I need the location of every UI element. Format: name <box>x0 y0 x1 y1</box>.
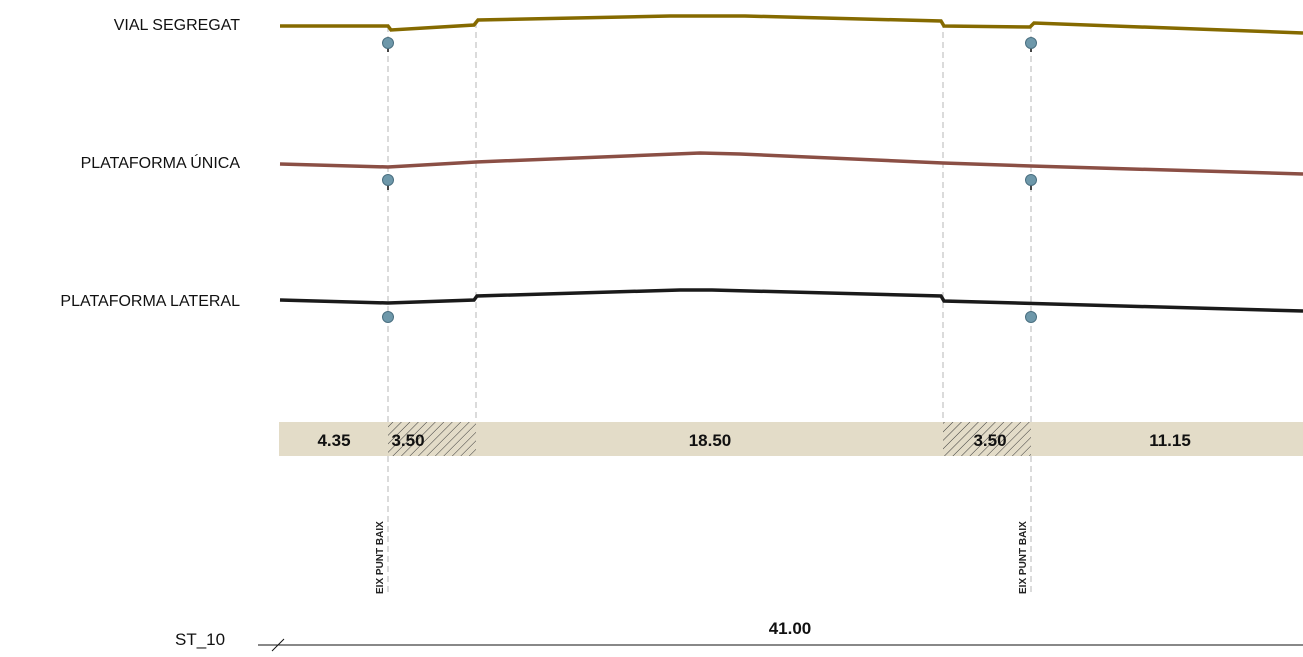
width-value-5: 11.15 <box>1149 431 1191 450</box>
axis-marker-vial-left <box>382 37 394 52</box>
total-dimension-line <box>258 638 1303 652</box>
axis-marker-lateral-left <box>382 311 394 323</box>
axis-marker-lateral-right <box>1025 311 1037 323</box>
dimension-tick <box>271 638 285 652</box>
width-value-4: 3.50 <box>973 431 1006 450</box>
axis-marker-vial-right <box>1025 37 1037 52</box>
width-value-3: 18.50 <box>689 431 732 450</box>
profile-label-plataforma-lateral: PLATAFORMA LATERAL <box>60 293 240 310</box>
band-segment-3 <box>476 422 943 456</box>
profile-line-plataforma-unica <box>279 151 1303 176</box>
axis-marker-unica-right <box>1025 174 1037 190</box>
band-segment-2-hatched <box>388 422 476 456</box>
station-label: ST_10 <box>175 630 226 649</box>
width-value-1: 4.35 <box>317 431 350 450</box>
profile-line-plataforma-lateral <box>279 288 1303 313</box>
band-segment-4-hatched <box>943 422 1031 456</box>
width-band <box>279 422 1303 456</box>
profile-label-plataforma-unica: PLATAFORMA ÚNICA <box>80 155 240 172</box>
total-width-value: 41.00 <box>769 619 812 638</box>
axis-marker-unica-left <box>382 174 394 190</box>
band-segment-5 <box>1031 422 1303 456</box>
width-value-2: 3.50 <box>391 431 424 450</box>
band-segment-1 <box>279 422 388 456</box>
profile-label-vial-segregat: VIAL SEGREGAT <box>113 17 240 34</box>
profile-line-vial-segregat <box>280 14 1303 35</box>
axis-label-right: EIX PUNT BAIX <box>1018 521 1029 594</box>
axis-label-left: EIX PUNT BAIX <box>375 521 386 594</box>
